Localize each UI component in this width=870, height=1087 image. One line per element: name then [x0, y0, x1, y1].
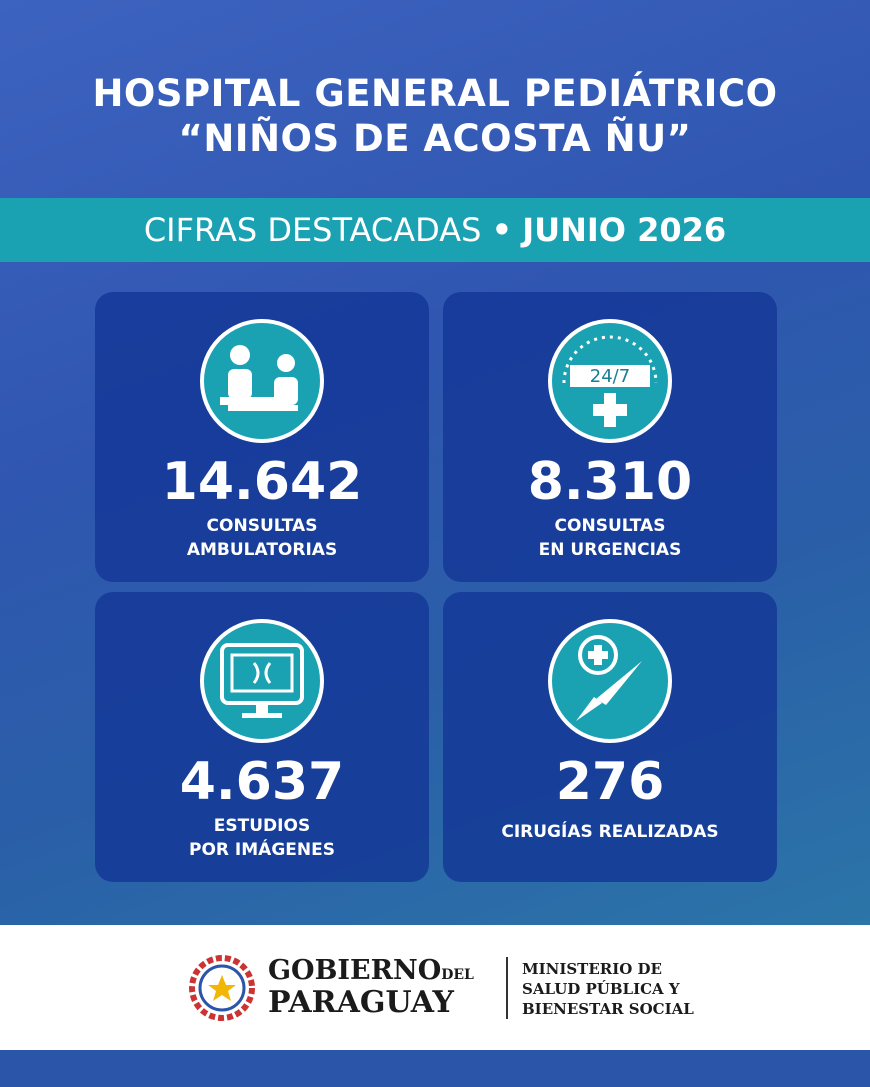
title-line: “NIÑOS DE ACOSTA ÑU” [178, 117, 692, 160]
stat-value: 8.310 [527, 452, 693, 512]
icon: 24/7 [548, 319, 672, 443]
banner-label: CIFRAS DESTACADAS [143, 211, 482, 249]
stat-card: 276 CIRUGÍAS REALIZADAS [443, 592, 777, 882]
icon [200, 619, 324, 743]
stat-label: CONSULTAS AMBULATORIAS [95, 514, 429, 562]
label-line: ESTUDIOS [213, 816, 311, 836]
label-line: CONSULTAS [554, 516, 666, 536]
stat-card: 4.637 ESTUDIOS POR IMÁGENES [95, 592, 429, 882]
stat-card: 14.642 CONSULTAS AMBULATORIAS [95, 292, 429, 582]
label-line: EN URGENCIAS [538, 540, 682, 560]
separator [506, 957, 508, 1019]
label-line: CONSULTAS [206, 516, 318, 536]
footer: GOBIERNODEL PARAGUAY MINISTERIO DE SALUD … [0, 925, 870, 1050]
stat-label: ESTUDIOS POR IMÁGENES [95, 814, 429, 862]
banner-highlight: JUNIO 2026 [522, 211, 727, 249]
stat-card: 24/7 8.310 CONSULTAS EN URGENCIAS [443, 292, 777, 582]
ministry-line: BIENESTAR SOCIAL [522, 1000, 694, 1018]
stat-label: CONSULTAS EN URGENCIAS [443, 514, 777, 562]
ministry-line: MINISTERIO DE [522, 960, 662, 978]
label-line: POR IMÁGENES [189, 840, 335, 860]
gov-line: GOBIERNO [268, 955, 442, 986]
label-line: AMBULATORIAS [186, 540, 338, 560]
label-line: CIRUGÍAS REALIZADAS [501, 822, 719, 842]
icon [200, 319, 324, 443]
gov-del: DEL [441, 967, 474, 983]
stat-label: CIRUGÍAS REALIZADAS [443, 820, 777, 844]
gov-line: PARAGUAY [268, 985, 454, 1020]
stat-value: 4.637 [179, 752, 345, 812]
icon-text: 24/7 [590, 366, 630, 387]
bottom-strip [0, 1050, 870, 1087]
banner: CIFRAS DESTACADAS • JUNIO 2026 [0, 198, 870, 262]
ministry-line: SALUD PÚBLICA Y [522, 980, 680, 998]
icon [548, 619, 672, 743]
emblem [189, 955, 255, 1021]
banner-separator: • [491, 211, 513, 249]
title-line: HOSPITAL GENERAL PEDIÁTRICO [92, 72, 778, 115]
stat-value: 14.642 [161, 452, 363, 512]
stat-value: 276 [555, 752, 665, 812]
